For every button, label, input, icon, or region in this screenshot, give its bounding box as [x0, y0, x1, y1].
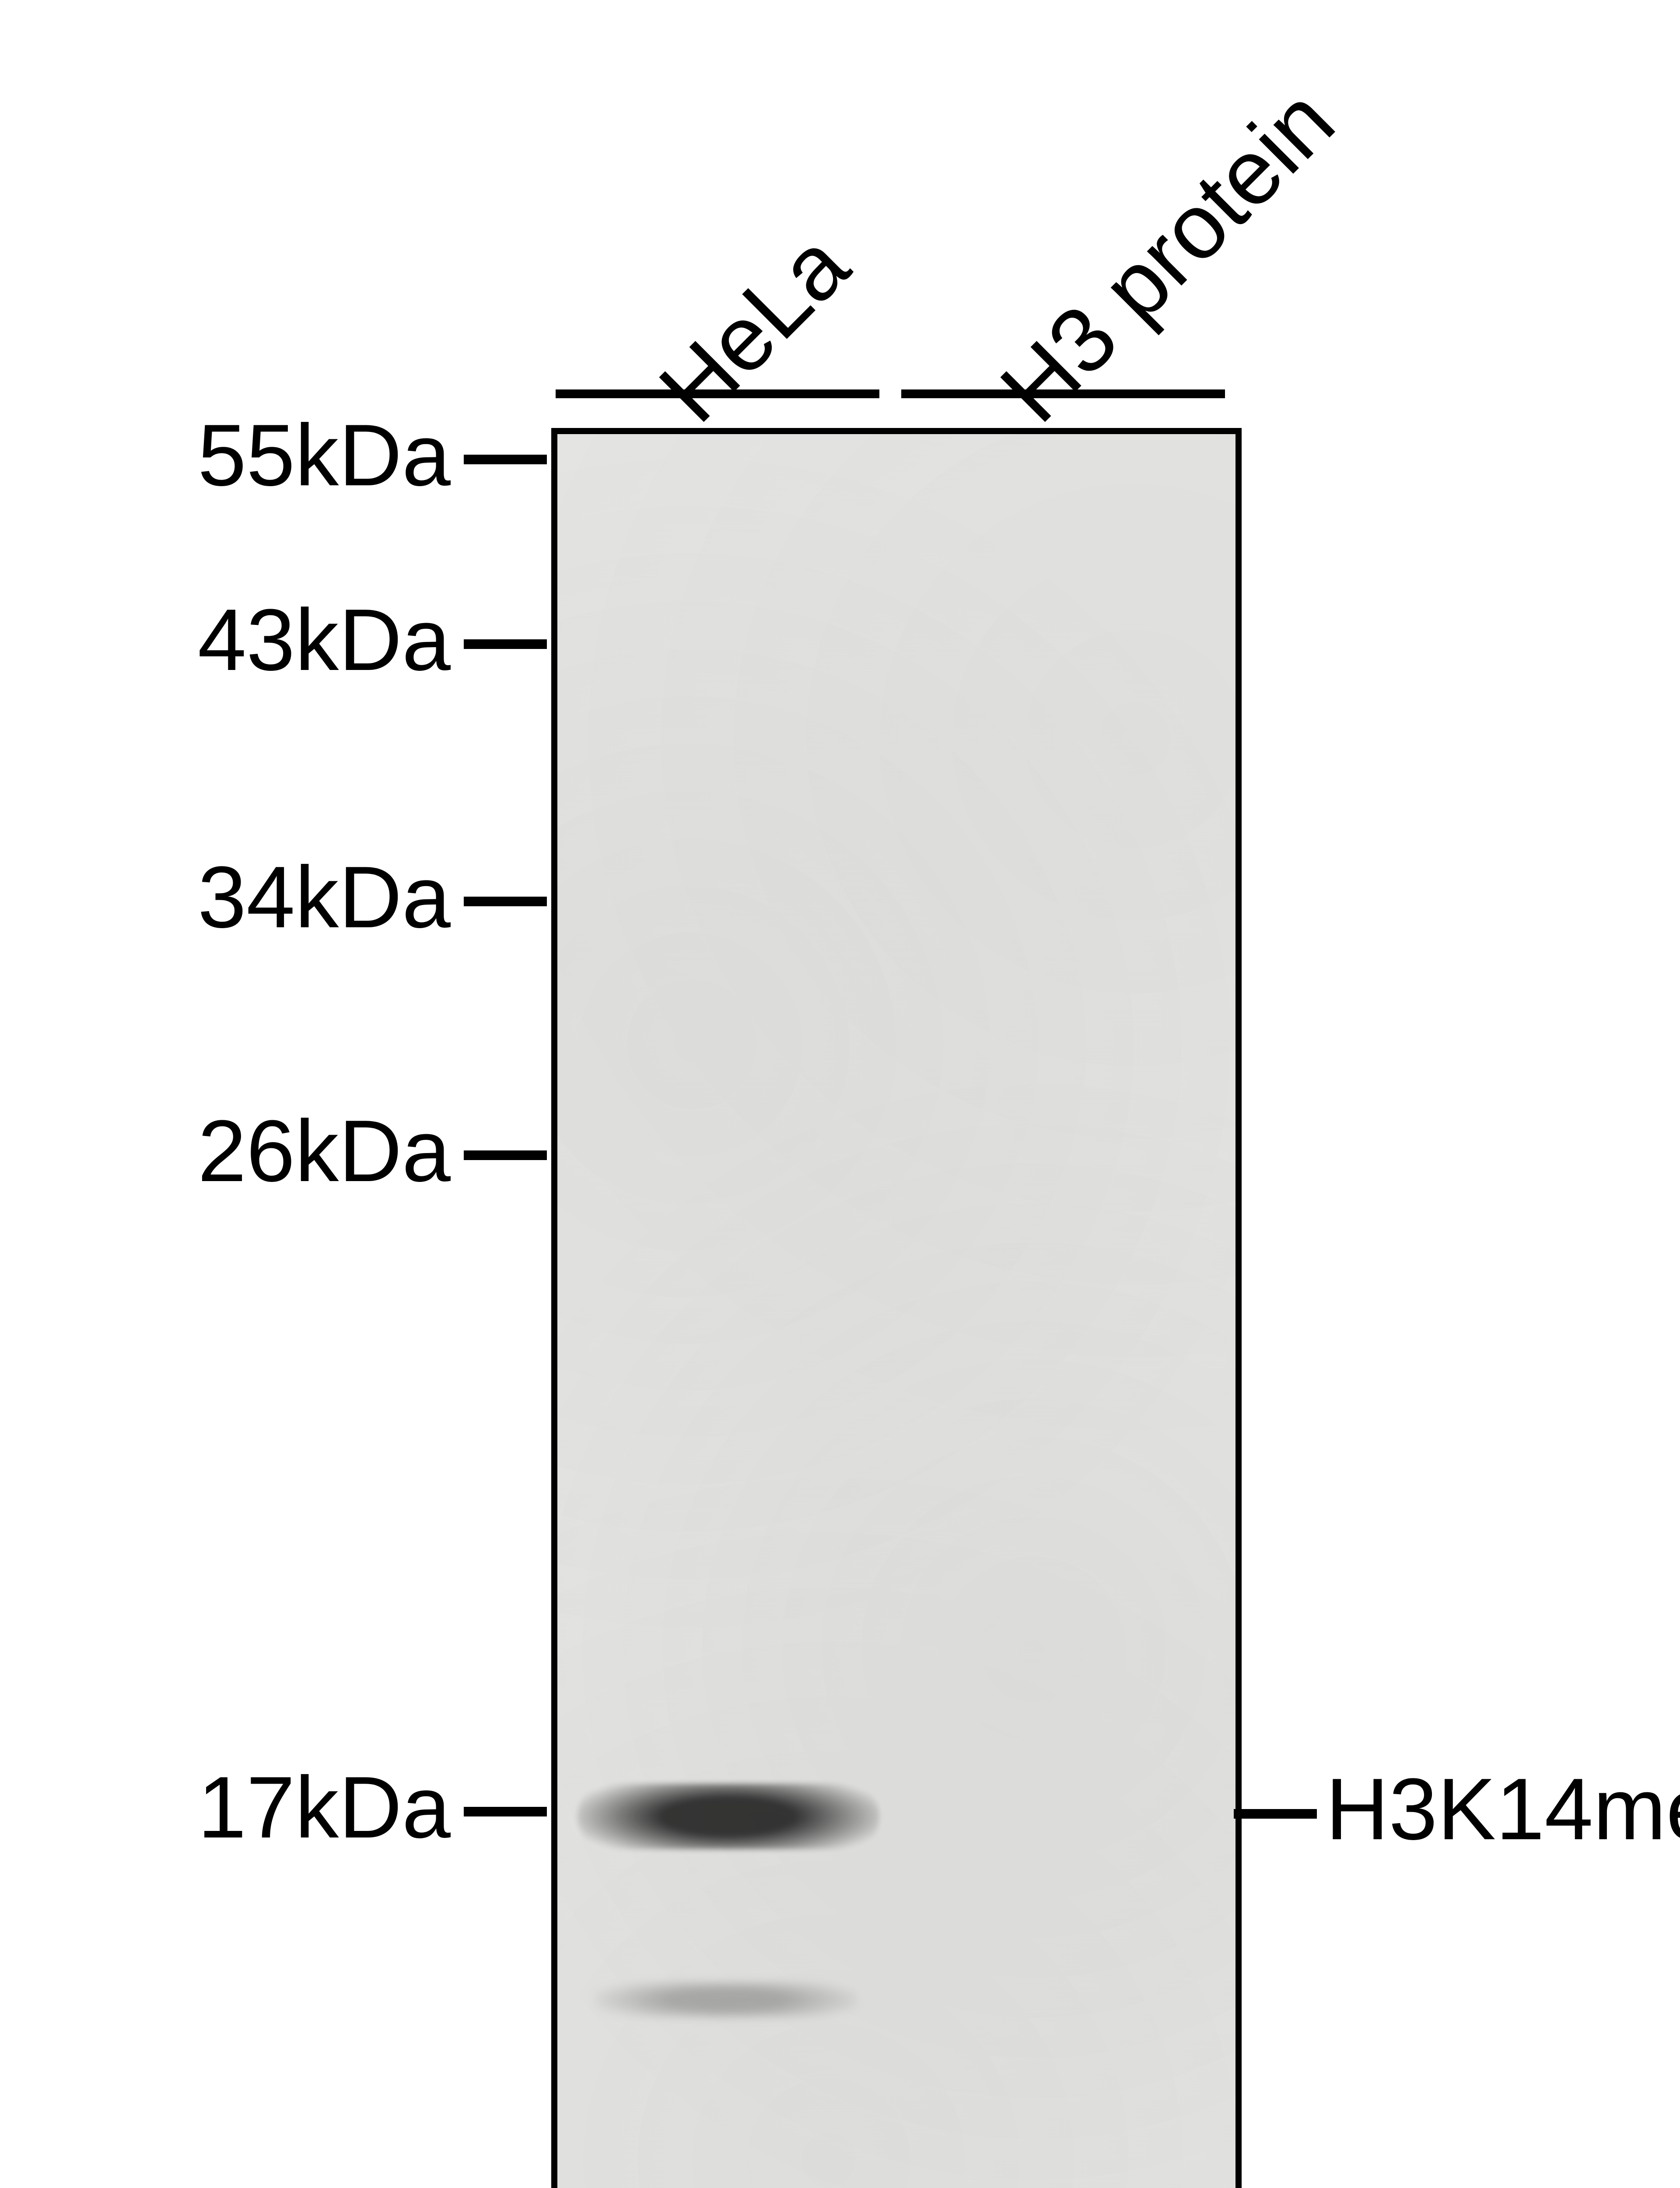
western-blot-membrane [551, 428, 1242, 2188]
band-annotation-label: H3K14me2 [1326, 1759, 1680, 1860]
mw-label-34kda: 34kDa [198, 847, 451, 948]
mw-tick-17kda [464, 1807, 547, 1816]
lane-label-h3-protein: H3 protein [980, 68, 1354, 442]
lane-underline-hela [556, 389, 879, 398]
mw-label-55kda: 55kDa [198, 405, 451, 506]
band-annotation-tick [1234, 1809, 1317, 1819]
lane-underline-h3-protein [901, 389, 1225, 398]
band-h3k14me2-main [578, 1784, 879, 1849]
mw-tick-55kda [464, 455, 547, 464]
band-hela-faint-lower [595, 1982, 858, 2017]
lane-label-hela: HeLa [639, 212, 869, 442]
membrane-texture [557, 434, 1236, 2188]
figure-stage: HeLa H3 protein 55kDa 43kDa 34kDa 26kDa … [0, 0, 1680, 2188]
mw-tick-34kda [464, 897, 547, 906]
mw-label-26kda: 26kDa [198, 1101, 451, 1202]
mw-label-43kda: 43kDa [198, 590, 451, 691]
mw-label-17kda: 17kDa [198, 1757, 451, 1858]
mw-tick-43kda [464, 639, 547, 649]
mw-tick-26kda [464, 1150, 547, 1160]
